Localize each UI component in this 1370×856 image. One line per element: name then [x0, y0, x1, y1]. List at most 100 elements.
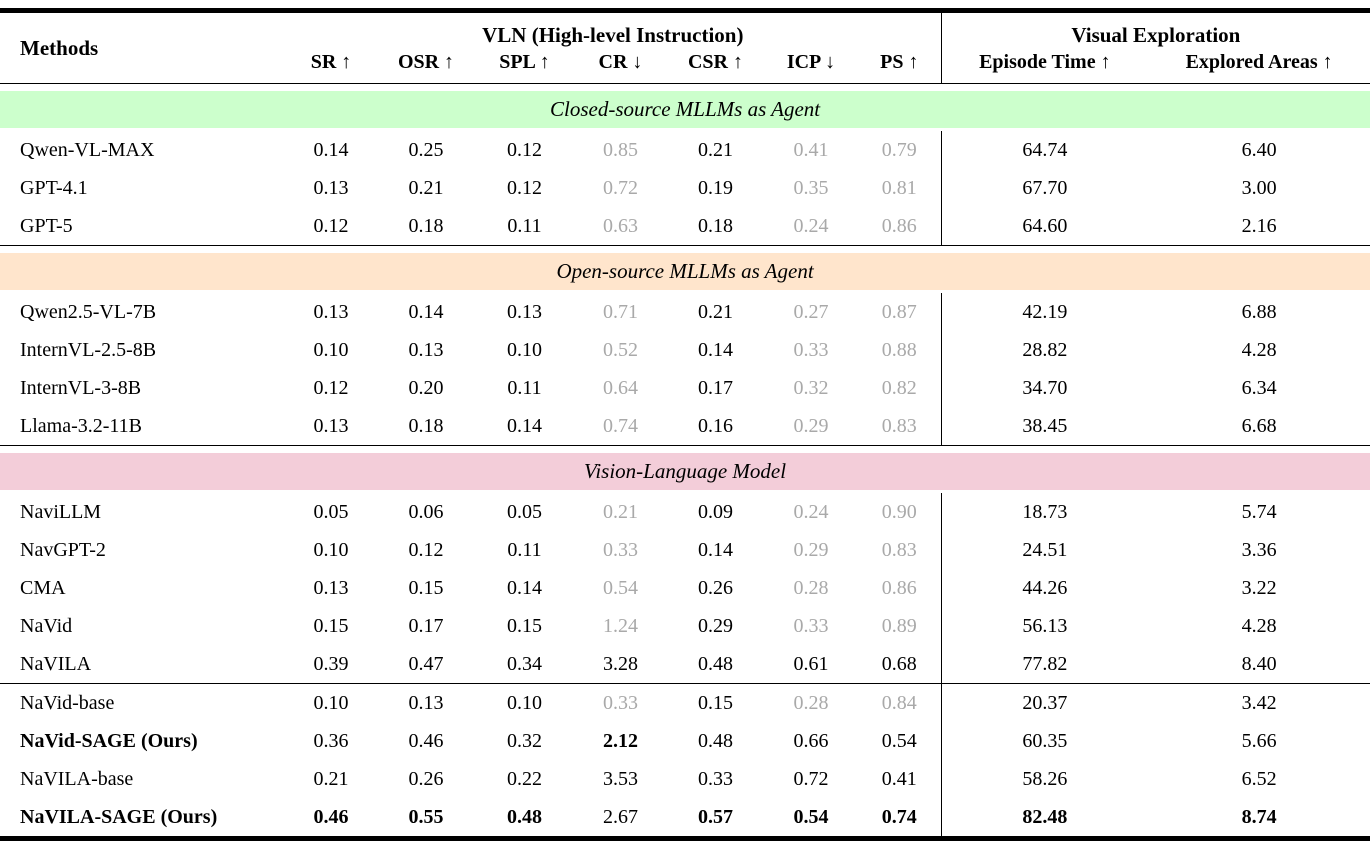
metric-value: 42.19 [1022, 300, 1068, 323]
metric-value: 0.19 [698, 176, 733, 199]
metric-cell-ps: 0.87 [858, 293, 942, 331]
metric-cell-osr: 0.26 [377, 760, 475, 798]
metric-value: 18.73 [1022, 500, 1068, 523]
metric-cell-csr: 0.21 [667, 131, 764, 169]
metric-value: 0.87 [881, 300, 917, 323]
metric-cell-icp: 0.66 [764, 722, 858, 760]
metric-value: 0.17 [698, 376, 733, 399]
metric-cell-icp: 0.54 [764, 798, 858, 839]
metric-value: 0.14 [507, 576, 542, 599]
metric-cell-ps: 0.41 [858, 760, 942, 798]
method-name: Llama-3.2-11B [20, 414, 143, 437]
metric-value: 0.21 [698, 138, 733, 161]
metric-value: 0.05 [507, 500, 542, 523]
metric-value: 0.13 [313, 300, 349, 323]
table-row: NaVILA-base 0.21 0.26 0.22 3.53 0.33 0.72 0.41 5… [0, 760, 1370, 798]
metric-cell-episode-time: 28.82 [941, 331, 1148, 369]
metric-cell-icp: 0.41 [764, 131, 858, 169]
method-name: NaVILA-base [20, 767, 134, 790]
table-row: CMA 0.13 0.15 0.14 0.54 0.26 0.28 0.86 44.26 3.22 [0, 569, 1370, 607]
table-row: NaVILA 0.39 0.47 0.34 3.28 0.48 0.61 0.68 77.82 8… [0, 645, 1370, 684]
metric-header-row: SR ↑ OSR ↑ SPL ↑ CR ↓ CSR ↑ ICP ↓ PS ↑ Episode … [0, 48, 1370, 84]
metric-cell-spl: 0.14 [475, 569, 574, 607]
metric-value: 0.36 [313, 729, 349, 752]
metric-value: 0.72 [603, 176, 638, 199]
metric-value: 0.48 [507, 805, 542, 828]
metric-cell-sr: 0.10 [285, 331, 377, 369]
metric-value: 0.82 [881, 376, 917, 399]
metric-value: 82.48 [1022, 805, 1068, 828]
metric-cell-episode-time: 64.60 [941, 207, 1148, 246]
metric-value: 0.33 [603, 538, 638, 561]
metric-value: 0.46 [408, 729, 444, 752]
metric-value: 0.74 [881, 805, 917, 828]
metric-cell-episode-time: 77.82 [941, 645, 1148, 684]
method-name: InternVL-3-8B [20, 376, 142, 399]
metric-cell-csr: 0.19 [667, 169, 764, 207]
metric-value: 0.13 [408, 691, 444, 714]
metric-value: 0.06 [408, 500, 444, 523]
metric-value: 0.32 [507, 729, 542, 752]
metric-cell-csr: 0.33 [667, 760, 764, 798]
metric-value: 0.52 [603, 338, 638, 361]
metric-cell-csr: 0.17 [667, 369, 764, 407]
metric-value: 0.33 [793, 338, 829, 361]
metric-cell-explored-areas: 6.34 [1148, 369, 1370, 407]
metric-value: 0.61 [793, 652, 829, 675]
metric-cell-osr: 0.13 [377, 683, 475, 722]
metric-value: 0.11 [507, 214, 542, 237]
metric-cell-csr: 0.21 [667, 293, 764, 331]
metric-cell-sr: 0.10 [285, 531, 377, 569]
metric-cell-explored-areas: 3.22 [1148, 569, 1370, 607]
metric-cell-osr: 0.06 [377, 493, 475, 531]
metric-value: 34.70 [1022, 376, 1068, 399]
metric-value: 0.83 [881, 414, 917, 437]
metric-cell-spl: 0.15 [475, 607, 574, 645]
metric-cell-icp: 0.24 [764, 493, 858, 531]
table-row: NaVid 0.15 0.17 0.15 1.24 0.29 0.33 0.89 56.13 4.… [0, 607, 1370, 645]
method-name: NavGPT-2 [20, 538, 106, 561]
column-header-osr: OSR ↑ [397, 51, 455, 73]
table-row: Llama-3.2-11B 0.13 0.18 0.14 0.74 0.16 0.29 0.8… [0, 407, 1370, 446]
column-header-icp: ICP ↓ [786, 51, 836, 73]
section-banner-closed-source-mllms: Closed-source MLLMs as Agent [0, 91, 1370, 128]
table-row: GPT-4.1 0.13 0.21 0.12 0.72 0.19 0.35 0.81 67.70… [0, 169, 1370, 207]
column-header-explored-areas: Explored Areas ↑ [1185, 51, 1333, 73]
metric-value: 8.74 [1241, 805, 1277, 828]
metric-cell-osr: 0.15 [377, 569, 475, 607]
metric-cell-icp: 0.28 [764, 569, 858, 607]
metric-cell-cr: 0.63 [574, 207, 667, 246]
metric-value: 0.64 [603, 376, 638, 399]
metric-value: 0.89 [881, 614, 917, 637]
method-name: Qwen-VL-MAX [20, 138, 155, 161]
metric-cell-ps: 0.68 [858, 645, 942, 684]
table-row: InternVL-3-8B 0.12 0.20 0.11 0.64 0.17 0.32 0.8… [0, 369, 1370, 407]
metric-value: 56.13 [1022, 614, 1068, 637]
metric-cell-spl: 0.12 [475, 131, 574, 169]
metric-value: 0.48 [698, 652, 733, 675]
metric-cell-spl: 0.10 [475, 331, 574, 369]
metric-cell-ps: 0.90 [858, 493, 942, 531]
metric-cell-csr: 0.09 [667, 493, 764, 531]
metric-value: 0.10 [313, 538, 349, 561]
table-row: NaVid-base 0.10 0.13 0.10 0.33 0.15 0.28 0.84 20… [0, 683, 1370, 722]
metric-value: 0.88 [881, 338, 917, 361]
column-header-sr: SR ↑ [310, 51, 352, 73]
metric-value: 5.74 [1241, 500, 1277, 523]
metric-cell-osr: 0.46 [377, 722, 475, 760]
column-header-spl: SPL ↑ [499, 51, 550, 73]
metric-cell-icp: 0.29 [764, 407, 858, 446]
metric-value: 6.34 [1241, 376, 1277, 399]
metric-cell-sr: 0.12 [285, 207, 377, 246]
metric-value: 0.20 [408, 376, 444, 399]
section-banner-cell: Open-source MLLMs as Agent [0, 245, 1370, 293]
metric-cell-sr: 0.10 [285, 683, 377, 722]
metric-value: 0.79 [881, 138, 917, 161]
metric-cell-explored-areas: 2.16 [1148, 207, 1370, 246]
metric-cell-cr: 0.85 [574, 131, 667, 169]
metric-cell-explored-areas: 8.40 [1148, 645, 1370, 684]
metric-value: 0.57 [698, 805, 733, 828]
metric-cell-ps: 0.74 [858, 798, 942, 839]
metric-value: 0.12 [507, 176, 542, 199]
metric-value: 0.18 [408, 214, 444, 237]
